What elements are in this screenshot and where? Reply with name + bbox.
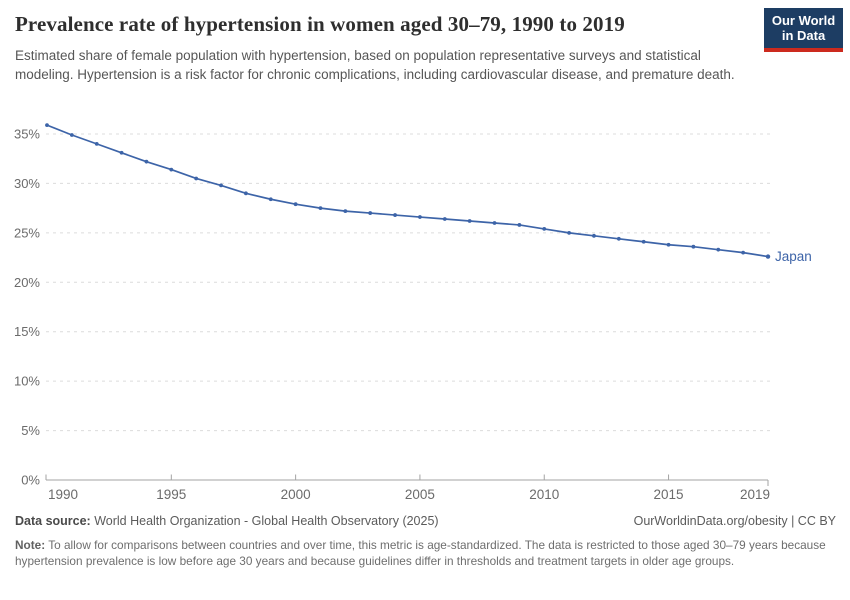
data-point[interactable] (219, 183, 223, 188)
y-tick-label: 30% (14, 176, 40, 191)
y-tick-label: 20% (14, 275, 40, 290)
x-tick-label: 2005 (405, 487, 435, 502)
data-point[interactable] (119, 150, 124, 155)
owid-logo-line1: Our World (771, 13, 836, 28)
data-point[interactable] (194, 176, 199, 181)
data-point[interactable] (716, 247, 721, 252)
data-point[interactable] (343, 209, 348, 214)
data-point[interactable] (492, 221, 497, 225)
datasource-label: Data source: (15, 514, 91, 528)
data-point[interactable] (45, 123, 49, 128)
chart-subtitle: Estimated share of female population wit… (15, 48, 735, 83)
series-line[interactable] (46, 124, 769, 258)
data-point[interactable] (666, 242, 671, 247)
data-point[interactable] (691, 244, 696, 249)
data-point[interactable] (69, 133, 74, 137)
x-tick-label: 2019 (740, 487, 770, 502)
y-tick-label: 5% (21, 423, 40, 438)
data-point[interactable] (592, 233, 596, 238)
y-tick-label: 10% (14, 374, 40, 389)
y-tick-label: 15% (14, 324, 40, 339)
chart-note: Note: To allow for comparisons between c… (15, 538, 826, 568)
owid-logo[interactable]: Our World in Data (764, 8, 843, 52)
data-point[interactable] (169, 167, 174, 172)
data-point[interactable] (542, 227, 547, 231)
data-point[interactable] (616, 236, 621, 241)
y-tick-label: 25% (14, 225, 40, 240)
y-tick-label: 35% (14, 127, 40, 142)
owid-logo-line2: in Data (781, 28, 826, 44)
data-point[interactable] (144, 159, 149, 164)
cc-license-link[interactable]: OurWorldinData.org/obesity | CC BY (633, 514, 836, 528)
note-label: Note: (15, 538, 46, 552)
data-point[interactable] (765, 254, 771, 259)
data-point[interactable] (567, 230, 572, 235)
page-title: Prevalence rate of hypertension in women… (15, 12, 625, 36)
data-point[interactable] (293, 202, 298, 207)
datasource-row: Data source: World Health Organization -… (15, 514, 836, 528)
data-point[interactable] (393, 213, 397, 217)
data-point[interactable] (442, 217, 447, 221)
data-point[interactable] (467, 219, 472, 223)
data-point[interactable] (368, 211, 373, 215)
data-point[interactable] (243, 191, 248, 196)
x-tick-label: 2015 (654, 487, 684, 502)
x-tick-label: 2000 (281, 487, 311, 502)
x-tick-label: 1995 (156, 487, 186, 502)
y-tick-label: 0% (21, 473, 40, 488)
data-point[interactable] (517, 223, 522, 227)
data-point[interactable] (741, 250, 746, 255)
x-tick-label: 1990 (48, 487, 78, 502)
data-point[interactable] (268, 197, 273, 202)
data-point[interactable] (418, 215, 422, 219)
data-point[interactable] (318, 206, 323, 211)
series-end-label[interactable]: Japan (775, 249, 812, 264)
data-point[interactable] (641, 239, 646, 244)
data-point[interactable] (94, 141, 99, 146)
datasource-text: Data source: World Health Organization -… (15, 514, 439, 528)
x-tick-label: 2010 (529, 487, 559, 502)
